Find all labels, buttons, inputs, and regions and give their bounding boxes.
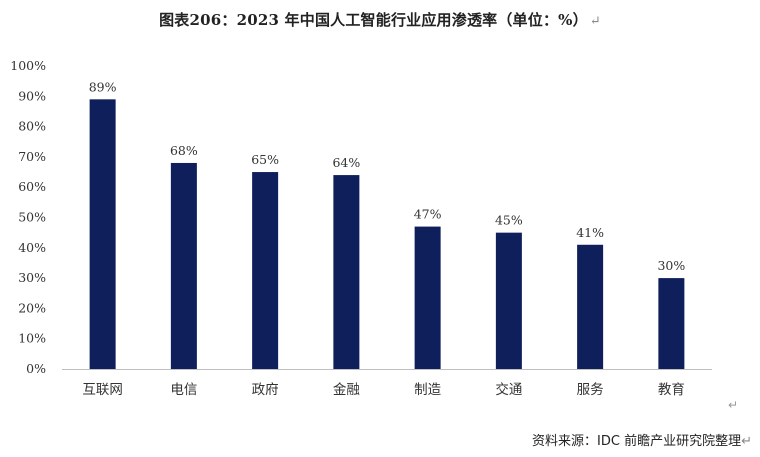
bar [333, 175, 360, 369]
data-label: 64% [332, 155, 360, 170]
x-tick-label: 教育 [658, 382, 685, 398]
source-note: 资料来源：IDC 前瞻产业研究院整理↵ [532, 430, 752, 449]
data-label: 47% [414, 207, 442, 222]
bar [414, 226, 441, 369]
y-tick-label: 100% [10, 58, 46, 73]
return-mark-icon: ↵ [589, 14, 601, 29]
bar [89, 99, 116, 369]
bar [252, 172, 279, 369]
source-text: 资料来源：IDC 前瞻产业研究院整理 [532, 434, 742, 449]
y-tick-label: 60% [18, 179, 46, 194]
y-tick-label: 40% [18, 240, 46, 255]
x-tick-label: 互联网 [82, 382, 123, 398]
data-label: 41% [576, 225, 604, 240]
y-tick-label: 80% [18, 119, 46, 134]
y-tick-label: 30% [18, 270, 46, 285]
chart-title-text: 图表206：2023 年中国人工智能行业应用渗透率（单位：%） [159, 11, 588, 29]
y-tick-label: 50% [18, 210, 46, 225]
bar [658, 278, 685, 369]
data-label: 45% [495, 213, 523, 228]
data-label: 30% [657, 258, 685, 273]
data-label: 68% [170, 143, 198, 158]
x-tick-label: 金融 [333, 382, 360, 398]
x-tick-label: 政府 [252, 382, 279, 398]
data-label: 89% [89, 79, 117, 94]
bar [495, 232, 522, 369]
x-tick-label: 制造 [414, 382, 441, 398]
y-tick-label: 70% [18, 149, 46, 164]
y-tick-label: 90% [18, 88, 46, 103]
x-tick-label: 服务 [577, 382, 604, 398]
y-tick-label: 10% [18, 331, 46, 346]
y-tick-label: 20% [18, 300, 46, 315]
y-tick-label: 0% [26, 361, 46, 376]
chart-title: 图表206：2023 年中国人工智能行业应用渗透率（单位：%） ↵ [0, 9, 760, 30]
data-label: 65% [251, 152, 279, 167]
bar [170, 162, 197, 369]
return-mark-icon: ↵ [741, 434, 752, 449]
return-mark-icon: ↵ [728, 398, 739, 412]
bar [577, 244, 604, 369]
x-tick-label: 交通 [495, 381, 523, 398]
x-tick-label: 电信 [170, 382, 197, 398]
